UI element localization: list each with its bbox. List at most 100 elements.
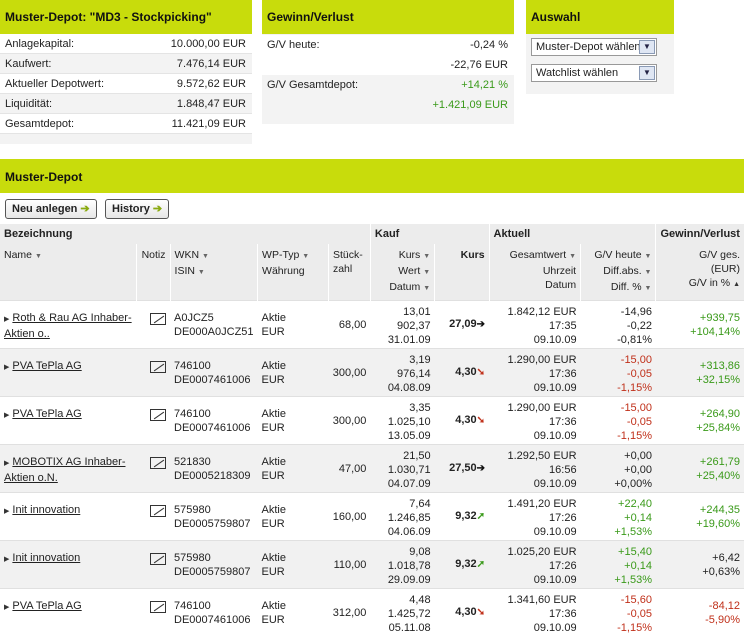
currency-value: EUR <box>261 517 285 530</box>
security-name-link[interactable]: Roth & Rau AG Inhaber-Aktien o.. <box>4 312 132 340</box>
expand-triangle-icon[interactable]: ▶ <box>4 316 10 323</box>
diff-abs-value: -0,05 <box>626 608 652 620</box>
diff-pct-value: -1,15% <box>617 430 652 442</box>
profit-loss-title: Gewinn/Verlust <box>262 0 514 34</box>
quantity-value: 300,00 <box>328 396 371 445</box>
col-diffpct-label: Diff. % <box>610 281 642 293</box>
security-name-link[interactable]: PVA TePla AG <box>12 408 82 420</box>
expand-triangle-icon[interactable]: ▶ <box>4 604 10 611</box>
diff-pct-value: +1,53% <box>614 526 652 538</box>
col-wkn-isin[interactable]: WKN ▼ ISIN ▼ <box>169 244 258 301</box>
current-date: 09.10.09 <box>533 430 577 442</box>
security-name-link[interactable]: PVA TePla AG <box>12 360 82 372</box>
col-stueck-label-2: zahl <box>332 263 353 275</box>
expand-triangle-icon[interactable]: ▶ <box>4 364 10 371</box>
expand-triangle-icon[interactable]: ▶ <box>4 460 10 467</box>
current-price: 9,32 <box>455 510 477 522</box>
time-value: 17:36 <box>549 608 577 620</box>
summary-label: Liquidität: <box>5 98 53 110</box>
col-adatum-label: Datum <box>545 279 577 291</box>
buy-price: 13,01 <box>403 306 431 318</box>
type-value: Aktie <box>261 503 286 516</box>
col-gv-gesamt[interactable]: G/V ges. (EUR) G/V in % ▲ <box>655 244 744 301</box>
security-name-link[interactable]: Init innovation <box>12 504 81 516</box>
group-gewinn-verlust: Gewinn/Verlust <box>655 224 744 244</box>
expand-triangle-icon[interactable]: ▶ <box>4 508 10 515</box>
col-name[interactable]: Name ▼ <box>0 244 137 301</box>
trend-flat-icon: ➔ <box>476 319 486 330</box>
total-value: 1.025,20 EUR <box>507 546 577 558</box>
expand-triangle-icon[interactable]: ▶ <box>4 412 10 419</box>
depot-summary-panel: Muster-Depot: "MD3 - Stockpicking" Anlag… <box>0 0 252 144</box>
type-value: Aktie <box>261 551 286 564</box>
expand-triangle-icon[interactable]: ▶ <box>4 556 10 563</box>
currency-value: EUR <box>261 613 285 626</box>
col-wptyp[interactable]: WP-Typ ▼ Währung <box>257 244 329 301</box>
selection-panel: Auswahl Muster-Depot wählen ▼ Watchlist w… <box>526 0 674 94</box>
gv-total-pct: +0,63% <box>702 566 740 578</box>
summary-value: 9.572,62 EUR <box>176 78 246 90</box>
currency-value: EUR <box>261 373 285 386</box>
buy-price: 4,48 <box>409 594 431 606</box>
note-edit-icon[interactable] <box>150 505 167 517</box>
type-value: Aktie <box>261 311 286 324</box>
wkn-value: 575980 <box>174 551 211 564</box>
buy-value: 1.025,10 <box>387 416 431 428</box>
sort-down-icon: ▼ <box>423 285 431 292</box>
security-name-link[interactable]: PVA TePla AG <box>12 600 82 612</box>
wkn-value: 746100 <box>174 407 211 420</box>
diff-pct-value: -1,15% <box>617 382 652 394</box>
buy-date: 04.07.09 <box>387 478 431 490</box>
isin-value: DE0005759807 <box>174 517 251 530</box>
type-value: Aktie <box>261 599 286 612</box>
gv-today-percent: -0,24 % <box>470 39 508 51</box>
security-name-link[interactable]: Init innovation <box>12 552 81 564</box>
gv-total-value: +313,86 <box>699 360 740 372</box>
total-value: 1.842,12 EUR <box>507 306 577 318</box>
total-value: 1.290,00 EUR <box>507 354 577 366</box>
col-wkn-label: WKN <box>174 249 200 261</box>
buy-price: 7,64 <box>409 498 431 510</box>
table-row: ▶ PVA TePla AG 746100 DE0007461006 Aktie EU… <box>0 588 744 637</box>
table-row: ▶ PVA TePla AG 746100 DE0007461006 Aktie EU… <box>0 396 744 445</box>
col-gv-heute[interactable]: G/V heute ▼ Diff.abs. ▼ Diff. % ▼ <box>580 244 656 301</box>
sort-down-icon: ▼ <box>569 253 577 260</box>
col-kauf-kurs[interactable]: Kurs ▼ Wert ▼ Datum ▼ <box>369 244 435 301</box>
security-name-link[interactable]: MOBOTIX AG Inhaber-Aktien o.N. <box>4 456 126 484</box>
gv-total-value: +6,42 <box>712 552 740 564</box>
watchlist-select[interactable]: Watchlist wählen ▼ <box>531 64 657 82</box>
note-edit-icon[interactable] <box>150 457 167 469</box>
new-entry-button[interactable]: Neu anlegen ➔ <box>5 199 97 219</box>
gv-total-value: -84,12 <box>708 600 740 612</box>
note-edit-icon[interactable] <box>150 409 167 421</box>
buy-date: 04.06.09 <box>387 526 431 538</box>
col-waehrung-label: Währung <box>262 265 305 277</box>
quantity-value: 160,00 <box>328 492 371 541</box>
buy-price: 9,08 <box>409 546 431 558</box>
note-edit-icon[interactable] <box>150 553 167 565</box>
time-value: 17:36 <box>549 368 577 380</box>
trend-flat-icon: ➔ <box>476 463 486 474</box>
current-price: 4,30 <box>455 366 477 378</box>
history-button[interactable]: History ➔ <box>105 199 170 219</box>
group-aktuell: Aktuell <box>488 224 656 244</box>
summary-value: 1.848,47 EUR <box>176 98 246 110</box>
buy-value: 1.018,78 <box>387 560 431 572</box>
col-gesamtwert[interactable]: Gesamtwert ▼ Uhrzeit Datum <box>488 244 581 301</box>
total-value: 1.290,00 EUR <box>507 402 577 414</box>
gv-total-label: G/V Gesamtdepot: <box>267 79 359 91</box>
note-edit-icon[interactable] <box>150 601 167 613</box>
depot-section-title: Muster-Depot <box>0 159 744 193</box>
col-gvges-label: G/V ges. <box>699 249 740 261</box>
gv-today-absolute: -22,76 EUR <box>450 59 508 71</box>
col-wert-label: Wert <box>398 265 421 277</box>
diff-abs-value: -0,22 <box>626 320 652 332</box>
current-price: 9,32 <box>455 558 477 570</box>
note-edit-icon[interactable] <box>150 313 167 325</box>
depot-select[interactable]: Muster-Depot wählen ▼ <box>531 38 657 56</box>
buy-value: 1.425,72 <box>387 608 431 620</box>
note-edit-icon[interactable] <box>150 361 167 373</box>
col-name-label: Name <box>4 249 33 261</box>
gv-total-pct: +19,60% <box>696 518 740 530</box>
diff-abs-value: +0,14 <box>624 560 652 572</box>
